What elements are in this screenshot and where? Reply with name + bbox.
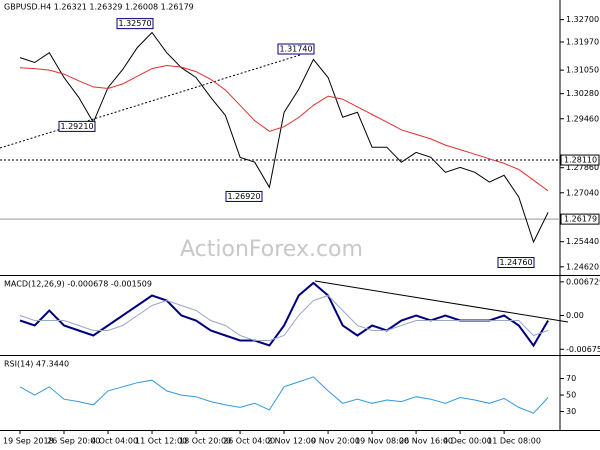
y-tick-label: 1.32700 xyxy=(566,15,599,24)
annotation-box xyxy=(58,120,96,132)
panel-title: RSI(14) 47.3440 xyxy=(4,360,69,369)
x-tick-label: 18 Oct 20:00 xyxy=(179,437,231,446)
y-tick-label: 0.00 xyxy=(566,311,584,320)
level-box xyxy=(560,213,600,225)
x-tick-label: 11 Oct 12:00 xyxy=(135,437,187,446)
x-tick-label: 26 Oct 04:00 xyxy=(223,437,275,446)
annotation-box xyxy=(225,190,263,202)
y-tick-label: 1.24620 xyxy=(566,262,599,271)
x-tick-label: 26 Sep 20:00 xyxy=(47,437,100,446)
y-tick-label: 1.31970 xyxy=(566,37,599,46)
annotation-label: 1.31740 xyxy=(279,45,312,54)
panel-title: MACD(12,26,9) -0.000678 -0.001509 xyxy=(4,280,152,289)
y-tick-label: 1.27040 xyxy=(566,188,599,197)
y-tick-label: 30 xyxy=(566,407,576,416)
panel-title: GBPUSD.H4 1.26321 1.26329 1.26008 1.2617… xyxy=(4,3,194,12)
series-line xyxy=(19,294,549,341)
annotation-label: 1.26920 xyxy=(227,192,260,201)
y-tick-label: 1.31050 xyxy=(566,66,599,75)
annotation-box xyxy=(116,18,154,30)
level-label: 1.28110 xyxy=(564,156,597,165)
y-tick-label: 1.30280 xyxy=(566,89,599,98)
annotation-box xyxy=(497,257,535,269)
annotation-label: 1.29210 xyxy=(60,122,93,131)
x-tick-label: 9 Nov 20:00 xyxy=(311,437,360,446)
annotation-label: 1.24760 xyxy=(499,258,532,267)
x-tick-label: 11 Dec 08:00 xyxy=(487,437,541,446)
y-tick-label: 50 xyxy=(566,391,576,400)
x-tick-label: 4 Dec 00:00 xyxy=(443,437,492,446)
watermark: ActionForex.com xyxy=(180,237,363,262)
y-tick-label: 1.27860 xyxy=(566,163,599,172)
y-tick-label: -0.006758 xyxy=(566,345,600,354)
x-tick-label: 26 Nov 16:00 xyxy=(399,437,453,446)
macd-trend-line xyxy=(314,280,569,323)
annotation-label: 1.32570 xyxy=(118,19,151,28)
x-tick-label: 19 Sep 2018 xyxy=(3,437,54,446)
y-tick-label: 1.25440 xyxy=(566,237,599,246)
series-line xyxy=(19,31,549,244)
x-tick-label: 4 Oct 04:00 xyxy=(91,437,138,446)
y-tick-label: 70 xyxy=(566,374,576,383)
level-box xyxy=(560,154,600,166)
annotation-box xyxy=(277,43,315,55)
y-tick-label: 0.006729 xyxy=(566,277,600,286)
level-label: 1.26179 xyxy=(564,215,597,224)
x-tick-label: 19 Nov 08:00 xyxy=(355,437,409,446)
series-line xyxy=(19,376,549,414)
x-tick-label: 2 Nov 12:00 xyxy=(267,437,316,446)
trend-line xyxy=(0,54,301,149)
series-line xyxy=(19,64,549,192)
y-tick-label: 1.29460 xyxy=(566,114,599,123)
